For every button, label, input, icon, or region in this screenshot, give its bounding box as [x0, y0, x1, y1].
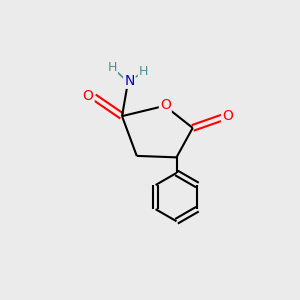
Text: H: H — [108, 61, 117, 74]
Text: N: N — [124, 74, 135, 88]
Text: H: H — [139, 65, 148, 79]
Text: O: O — [83, 88, 94, 103]
Text: O: O — [222, 109, 233, 123]
Text: O: O — [160, 98, 171, 112]
